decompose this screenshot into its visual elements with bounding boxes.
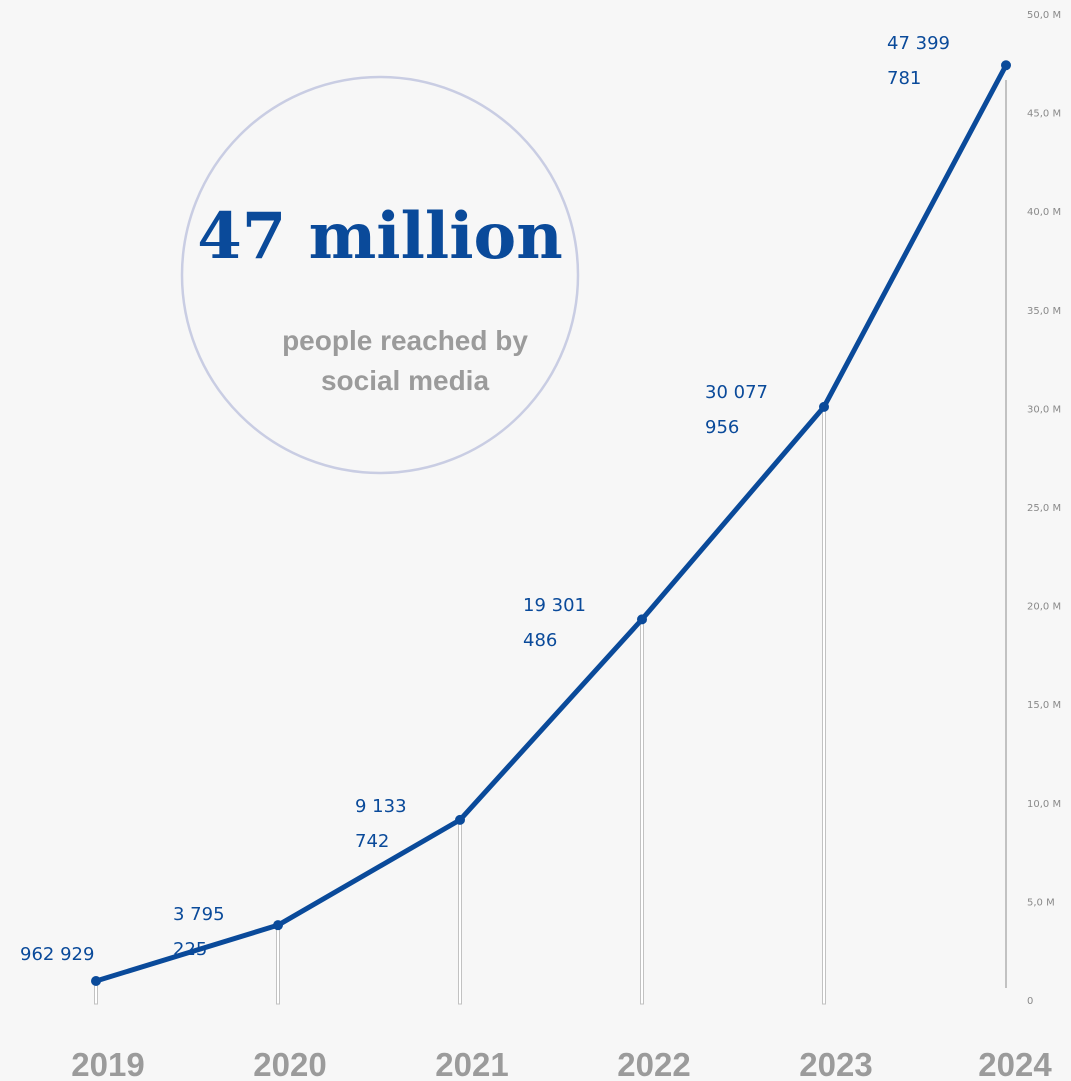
- data-label: 47 399: [887, 33, 950, 54]
- y-tick-label: 10,0 M: [1027, 799, 1061, 810]
- y-tick-label: 20,0 M: [1027, 602, 1061, 613]
- y-tick-label: 50,0 M: [1027, 10, 1061, 21]
- data-label: 9 133: [355, 796, 407, 817]
- data-point: [91, 976, 101, 987]
- y-tick-label: 5,0 M: [1027, 897, 1055, 908]
- y-tick-label: 25,0 M: [1027, 503, 1061, 514]
- data-label: 781: [887, 68, 921, 89]
- y-tick-label: 45,0 M: [1027, 109, 1061, 120]
- y-tick-label: 35,0 M: [1027, 306, 1061, 317]
- series-line: [93, 62, 1009, 984]
- headline-callout: 47 million people reached by social medi…: [180, 75, 580, 475]
- data-label: 225: [173, 939, 207, 960]
- data-label: 956: [705, 417, 739, 438]
- data-label: 3 795: [173, 904, 225, 925]
- x-tick-label: 2024: [978, 1046, 1052, 1081]
- x-tick-labels: 2019 2020 2021 2022 2023 2024: [71, 1046, 1052, 1081]
- x-tick-label: 2020: [253, 1046, 326, 1081]
- data-label: 486: [523, 630, 557, 651]
- data-point: [455, 814, 465, 825]
- data-point: [1001, 60, 1011, 71]
- x-tick-label: 2019: [71, 1046, 144, 1081]
- drop-line: [458, 819, 462, 1005]
- headline-value: 47 million: [197, 199, 563, 274]
- y-tick-label: 15,0 M: [1027, 700, 1061, 711]
- data-point: [637, 614, 647, 625]
- data-labels: 962 929 3 795 225 9 133 742 19 301 486 30 077 95…: [20, 33, 950, 965]
- headline-circle: [180, 75, 580, 475]
- data-label: 19 301: [523, 595, 586, 616]
- data-points: [91, 60, 1011, 987]
- drop-line: [640, 618, 644, 1005]
- y-tick-label: 30,0 M: [1027, 404, 1061, 415]
- headline-subtitle-line1: people reached by: [282, 325, 528, 356]
- headline-subtitle-line2: social media: [321, 365, 490, 396]
- y-tick-label: 40,0 M: [1027, 207, 1061, 218]
- data-label: 742: [355, 831, 389, 852]
- drop-line: [822, 406, 826, 1005]
- x-tick-label: 2023: [799, 1046, 872, 1081]
- drop-line: [276, 924, 280, 1005]
- y-axis: 0 5,0 M 10,0 M 15,0 M 20,0 M 25,0 M 30,0 M 35,0…: [1005, 10, 1061, 1007]
- data-point: [819, 401, 829, 412]
- data-label: 30 077: [705, 382, 768, 403]
- data-point: [273, 920, 283, 931]
- data-label: 962 929: [20, 944, 94, 965]
- y-tick-labels: 0 5,0 M 10,0 M 15,0 M 20,0 M 25,0 M 30,0 M 35,0…: [1027, 10, 1061, 1007]
- x-tick-label: 2021: [435, 1046, 508, 1081]
- x-tick-label: 2022: [617, 1046, 690, 1081]
- y-tick-label: 0: [1027, 996, 1033, 1007]
